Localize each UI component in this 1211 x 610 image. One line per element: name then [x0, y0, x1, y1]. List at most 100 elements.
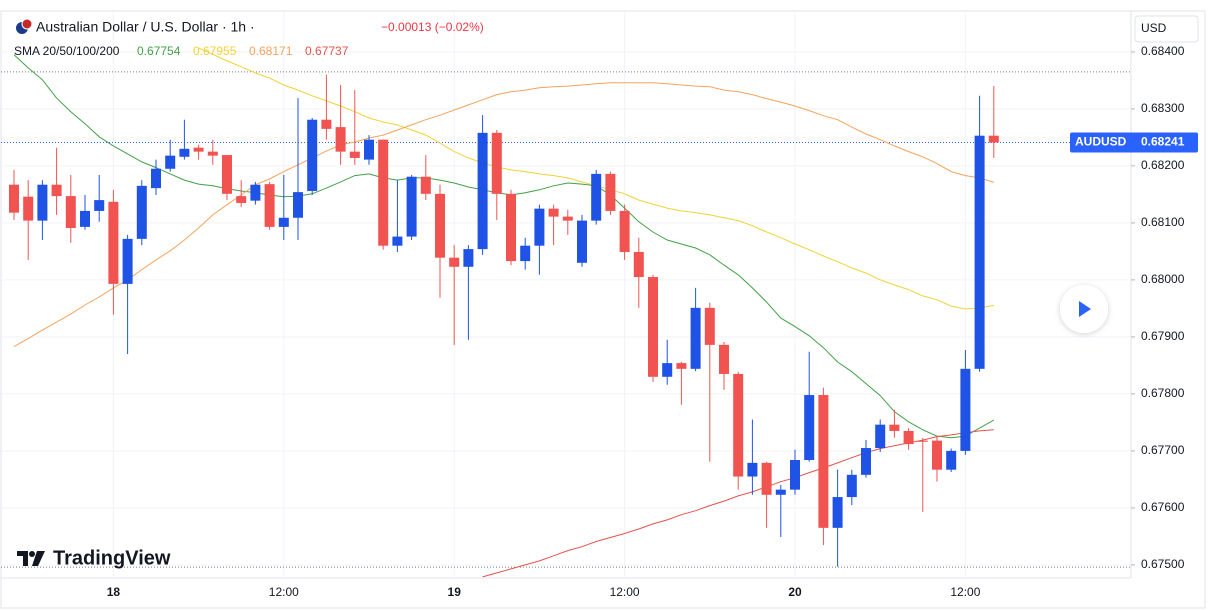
- candle-body: [605, 173, 616, 211]
- candle-body: [946, 450, 957, 470]
- x-tick-label: 19: [448, 585, 462, 599]
- candle-body: [690, 307, 701, 369]
- y-tick-label: 0.68100: [1141, 215, 1185, 229]
- candle-body: [846, 474, 857, 498]
- y-tick-label: 0.67700: [1141, 443, 1185, 457]
- logo: [17, 551, 45, 566]
- candle-body: [747, 462, 758, 477]
- candle-body: [108, 201, 119, 284]
- candle-body: [662, 363, 673, 377]
- play-button[interactable]: [1060, 285, 1108, 333]
- candle-body: [278, 217, 289, 227]
- candle-body: [633, 251, 644, 278]
- y-tick-label: 0.68300: [1141, 101, 1185, 115]
- candle-body: [676, 363, 687, 369]
- frame: [0, 10, 1206, 609]
- indicator-label: SMA 20/50/100/200: [14, 44, 120, 58]
- candle-body: [378, 139, 389, 246]
- y-tick-label: 0.68000: [1141, 272, 1185, 286]
- candle-body: [719, 344, 729, 374]
- candle-body: [250, 184, 261, 201]
- candle-body: [761, 462, 772, 495]
- candle-body: [832, 497, 843, 528]
- sma-line: [13, 82, 994, 348]
- candle-body: [861, 448, 871, 475]
- axes: 0.67500 0.67600 0.67700 0.67800 0.67900 0.680…: [107, 44, 1185, 599]
- candle-body: [51, 184, 62, 197]
- candle-body: [733, 373, 744, 477]
- y-tick-label: 0.67900: [1141, 329, 1185, 343]
- candle-body: [236, 196, 247, 203]
- candle-body: [562, 216, 573, 221]
- symbol-icon: [16, 18, 33, 34]
- candle-body: [406, 176, 417, 237]
- sma-line: [13, 54, 995, 439]
- sma-value: 0.67955: [193, 44, 237, 58]
- candle-body: [491, 132, 502, 194]
- candle-body: [193, 147, 204, 152]
- candle-body: [506, 193, 516, 262]
- candle-body: [875, 424, 886, 449]
- y-tick-label: 0.68200: [1141, 158, 1185, 172]
- candle-body: [37, 184, 48, 221]
- candle-body: [988, 135, 999, 143]
- currency: USD: [1141, 21, 1167, 35]
- candle-body: [151, 168, 161, 189]
- symbol-label: AUDUSD: [1075, 135, 1127, 149]
- indicator-values: 0.67754 0.67955 0.68171 0.67737: [137, 44, 349, 58]
- sma-value: 0.67754: [137, 44, 181, 58]
- candle-body: [477, 132, 488, 250]
- sma-value: 0.68171: [249, 44, 293, 58]
- candle-body: [293, 192, 303, 218]
- candle-body: [80, 210, 90, 227]
- candle-body: [23, 196, 34, 221]
- candle-body: [790, 460, 800, 490]
- candle-body: [889, 424, 900, 431]
- candle-body: [818, 395, 829, 528]
- candle-body: [704, 307, 715, 345]
- brand: TradingView: [53, 547, 171, 569]
- candle-body: [94, 200, 105, 211]
- candle-body: [392, 236, 403, 246]
- candle-body: [917, 440, 928, 442]
- y-tick-label: 0.67500: [1141, 557, 1185, 571]
- candle-body: [463, 249, 474, 267]
- price-tag-box: [1070, 132, 1140, 153]
- price-tag-box: [1135, 132, 1198, 153]
- candle-body: [349, 151, 360, 158]
- candle-body: [136, 185, 147, 239]
- candle-body: [179, 148, 190, 157]
- candle-body: [548, 208, 559, 217]
- candle-body: [65, 196, 76, 229]
- candle-body: [534, 208, 545, 246]
- currency-box[interactable]: [1134, 15, 1199, 43]
- price-change: −0.00013 (−0.02%): [381, 20, 484, 34]
- x-tick-label: 12:00: [610, 585, 640, 599]
- candle-body: [804, 395, 815, 461]
- candle-body: [307, 119, 318, 191]
- reference-lines: [1, 71, 1131, 568]
- last-price: 0.68241: [1141, 135, 1185, 149]
- candle-body: [591, 173, 602, 221]
- candle-body: [335, 127, 346, 152]
- candle-body: [364, 139, 374, 160]
- candle-body: [122, 238, 133, 284]
- y-tick-label: 0.67600: [1141, 500, 1185, 514]
- chart-title: Australian Dollar / U.S. Dollar · 1h ·: [36, 19, 255, 35]
- y-tick-label: 0.68400: [1141, 44, 1185, 58]
- candle-body: [932, 440, 942, 470]
- candle-body: [974, 135, 985, 369]
- sma-value: 0.67737: [305, 44, 349, 58]
- x-tick-label: 12:00: [950, 585, 980, 599]
- candle-body: [321, 119, 332, 129]
- candle-body: [577, 220, 587, 263]
- candle-body: [520, 245, 531, 262]
- candle-body: [435, 193, 445, 258]
- candle-body: [165, 155, 176, 169]
- candle-body: [207, 151, 218, 156]
- price-tag: AUDUSD 0.68241: [1070, 132, 1198, 153]
- candle-body: [619, 210, 630, 252]
- candle-body: [9, 184, 19, 213]
- x-tick-label: 12:00: [269, 585, 299, 599]
